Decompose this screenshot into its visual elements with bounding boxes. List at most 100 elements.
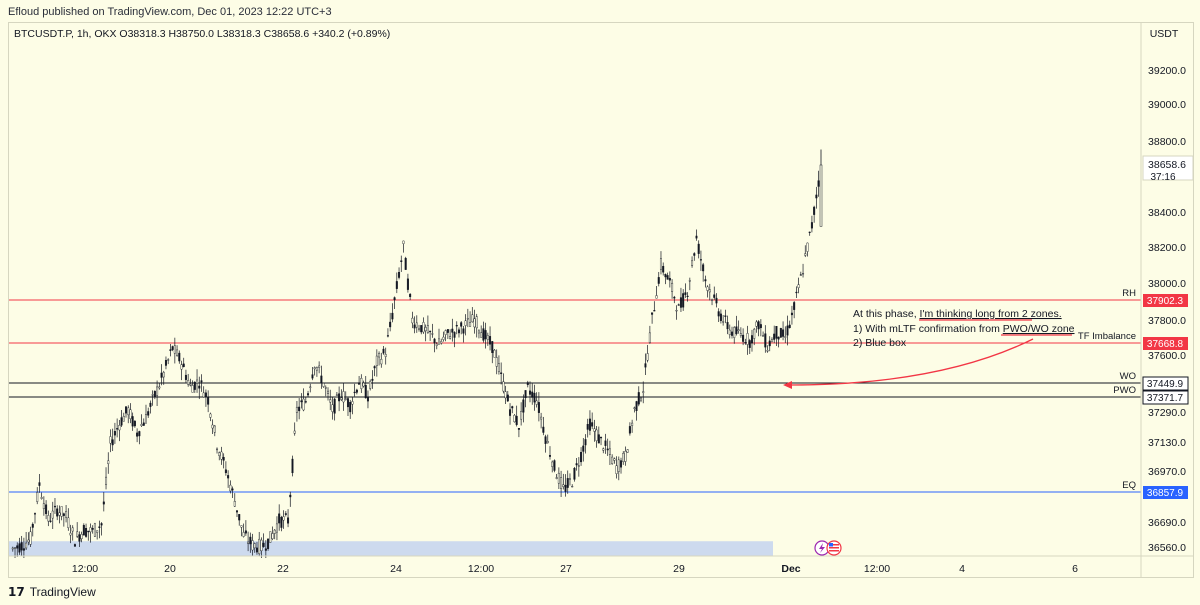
- candle-body: [418, 328, 421, 330]
- candle-body: [291, 458, 294, 474]
- candle-body: [808, 231, 811, 233]
- candle-body: [378, 353, 381, 358]
- candle-body: [493, 349, 496, 358]
- x-tick-label: 24: [390, 563, 402, 575]
- candle-body: [118, 425, 121, 431]
- candle-body: [806, 242, 809, 252]
- candle-body: [582, 445, 585, 452]
- candle-body: [653, 310, 656, 312]
- candle-body: [770, 339, 773, 343]
- last-candle-body: [819, 164, 823, 227]
- candle-body: [380, 358, 383, 365]
- y-tick-label: 38800.0: [1148, 136, 1186, 148]
- candle-body: [435, 343, 438, 346]
- candle-body: [553, 460, 556, 471]
- candle-body: [364, 384, 367, 399]
- candle-body: [391, 312, 394, 320]
- candle-body: [331, 404, 334, 412]
- candle-body: [611, 456, 614, 464]
- candle-body: [160, 372, 163, 378]
- tradingview-logo-icon: 17: [8, 585, 25, 599]
- candle-body: [102, 501, 105, 505]
- candle-body: [788, 324, 791, 329]
- x-tick-label: 20: [164, 563, 176, 575]
- level-price-box: [1143, 486, 1188, 499]
- candle-body: [375, 355, 378, 367]
- candle-body: [560, 477, 563, 489]
- candle-body: [11, 547, 14, 550]
- candle-body: [595, 429, 598, 441]
- candle-body: [171, 346, 174, 350]
- tradingview-brand[interactable]: 17 TradingView: [8, 585, 96, 599]
- candle-body: [393, 297, 396, 301]
- candle-body: [27, 539, 30, 543]
- level-price-label: 37668.8: [1147, 339, 1184, 350]
- candle-body: [757, 321, 760, 330]
- candle-body: [260, 539, 263, 552]
- candle-body: [766, 350, 769, 352]
- candle-body: [706, 286, 709, 291]
- candle-body: [797, 284, 800, 288]
- candle-body: [699, 259, 702, 261]
- candle-body: [704, 279, 707, 282]
- candle-body: [571, 486, 574, 488]
- candle-body: [793, 302, 796, 310]
- candle-body: [604, 440, 607, 446]
- last-price-label: 38658.6: [1148, 159, 1186, 171]
- candle-body: [244, 530, 247, 534]
- candle-body: [533, 392, 536, 403]
- blue-box-zone: [9, 541, 773, 556]
- candle-body: [355, 389, 358, 393]
- candle-body: [580, 452, 583, 463]
- candle-body: [395, 281, 398, 289]
- candle-body: [817, 180, 820, 187]
- candle-body: [216, 448, 219, 451]
- us-flag-icon[interactable]: [826, 540, 842, 556]
- candle-body: [724, 315, 727, 317]
- candle-body: [247, 541, 250, 544]
- candle-body: [502, 381, 505, 392]
- candle-body: [255, 547, 258, 553]
- candle-body: [220, 451, 223, 460]
- candle-body: [386, 335, 389, 337]
- candle-body: [684, 292, 687, 295]
- y-tick-label: 36970.0: [1148, 466, 1186, 478]
- candle-body: [31, 523, 34, 528]
- currency-label[interactable]: USDT: [1150, 28, 1179, 40]
- time-axis[interactable]: 12:00 20 22 24 12:00 27 29 Dec 12:00 4 6: [9, 555, 1193, 575]
- y-tick-label: 38000.0: [1148, 278, 1186, 290]
- candle-body: [744, 342, 747, 344]
- candle-body: [711, 299, 714, 301]
- flash-icon[interactable]: [814, 540, 830, 556]
- candle-body: [313, 367, 316, 370]
- candle-body: [116, 428, 119, 430]
- candle-body: [697, 243, 700, 254]
- candle-body: [242, 532, 245, 537]
- annotation-line-2: 1) With mLTF confirmation from PWO/WO zo…: [853, 323, 1075, 335]
- level-lines: 37902.3 RH 37668.8 37449.9 WO 37371.7 PWO 36857…: [9, 288, 1189, 499]
- level-name-label: RH: [1122, 288, 1136, 299]
- candle-body: [786, 325, 789, 336]
- candle-body: [91, 528, 94, 530]
- candle-body: [615, 465, 618, 474]
- candle-body: [600, 436, 603, 439]
- candle-body: [366, 396, 369, 402]
- candle-body: [384, 354, 387, 357]
- candle-body: [733, 327, 736, 338]
- price-axis[interactable]: 39200.0 39000.0 38800.0 38400.0 38200.0 38000…: [1140, 23, 1194, 577]
- candle-body: [790, 312, 793, 316]
- candle-body: [389, 321, 392, 328]
- candle-body: [813, 206, 816, 215]
- x-tick-label: 29: [673, 563, 685, 575]
- candle-body: [282, 516, 285, 521]
- candle-body: [608, 448, 611, 455]
- candle-body: [324, 387, 327, 389]
- candle-body: [184, 374, 187, 380]
- candle-body: [415, 322, 418, 328]
- candle-body: [642, 391, 645, 393]
- candle-body: [464, 320, 467, 326]
- candle-body: [151, 394, 154, 396]
- y-tick-label: 37290.0: [1148, 407, 1186, 419]
- candle-body: [713, 294, 716, 298]
